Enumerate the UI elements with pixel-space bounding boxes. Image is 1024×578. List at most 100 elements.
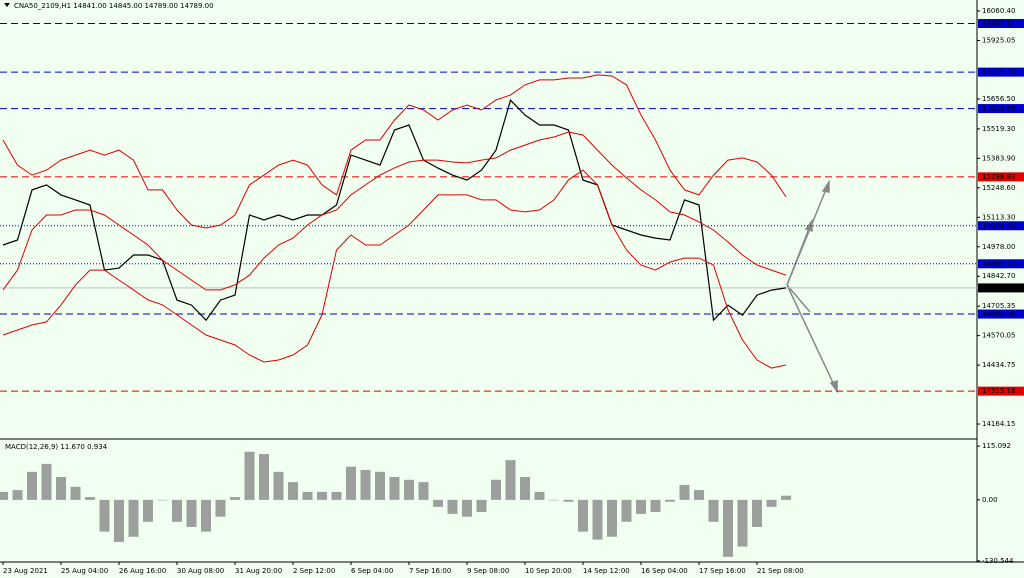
macd-bar [708, 499, 719, 522]
macd-bar [679, 484, 690, 500]
macd-bar [476, 499, 487, 513]
macd-bar [766, 499, 777, 507]
y-tick-label: 14842.70 [982, 272, 1015, 280]
bollinger-band [2, 131, 787, 291]
macd-bar [288, 482, 298, 500]
level-tag [978, 18, 1024, 28]
x-tick-label: 10 Sep 20:00 [525, 567, 572, 575]
macd-bar [0, 491, 8, 500]
x-tick-label: 30 Aug 08:00 [177, 567, 224, 575]
level-tag [978, 67, 1024, 77]
macd-bar [636, 499, 646, 514]
macd-y-tick-label: 0.00 [982, 496, 998, 504]
macd-bar [389, 476, 400, 500]
bollinger-band [2, 74, 787, 229]
level-tag [978, 221, 1024, 231]
macd-bar [215, 499, 226, 517]
x-tick-label: 6 Sep 04:00 [351, 567, 393, 575]
y-tick-label: 15383.90 [982, 154, 1015, 162]
macd-bar [128, 499, 139, 537]
level-label: 16003.11 [982, 19, 1015, 27]
macd-y-tick-label: -130.544 [982, 557, 1014, 565]
x-tick-label: 25 Aug 04:00 [61, 567, 108, 575]
price-line [2, 99, 787, 322]
macd-bar [302, 491, 313, 500]
macd-bar [317, 491, 327, 500]
macd-bar [694, 490, 704, 500]
macd-bar [592, 499, 603, 540]
macd-bar [505, 460, 516, 500]
level-label: 15074.50 [982, 222, 1015, 230]
x-tick-label: 7 Sep 16:00 [409, 567, 451, 575]
level-tag [978, 259, 1024, 269]
macd-bar [433, 499, 443, 507]
x-tick-label: 16 Sep 04:00 [641, 567, 688, 575]
macd-bar [186, 499, 197, 527]
macd-title: MACD(12,26,9) 11.670 0.934 [5, 443, 108, 451]
chart-title: CNA50_2109,H1 14841.00 14845.00 14789.00… [14, 2, 214, 10]
macd-bar [143, 499, 153, 522]
y-tick-label: 15656.50 [982, 95, 1015, 103]
macd-bar [331, 491, 342, 500]
projection-arrows [786, 179, 838, 394]
macd-bar [273, 471, 284, 500]
macd-bar [375, 471, 385, 500]
y-tick-label: 14434.75 [982, 361, 1015, 369]
macd-bar [520, 476, 530, 500]
y-tick-label: 14978.00 [982, 243, 1015, 251]
x-tick-label: 14 Sep 12:00 [583, 567, 630, 575]
x-tick-label: 31 Aug 20:00 [235, 567, 282, 575]
current-price-label: 14789.00 [982, 284, 1015, 292]
y-tick-label: 15519.30 [982, 125, 1015, 133]
macd-bar [549, 499, 559, 501]
level-label: 15612.49 [982, 105, 1015, 113]
current-price-tag [978, 283, 1024, 293]
macd-bar [534, 491, 545, 500]
level-tag [978, 172, 1024, 182]
macd-bar [56, 476, 66, 500]
bollinger-band [2, 169, 787, 369]
macd-bar [418, 482, 429, 500]
macd-bar [737, 499, 748, 547]
x-tick-label: 2 Sep 12:00 [293, 567, 335, 575]
macd-bar [723, 499, 733, 557]
level-label: 15298.93 [982, 173, 1015, 181]
macd-bar [360, 469, 371, 500]
y-tick-label: 14164.15 [982, 420, 1015, 428]
macd-bar [404, 479, 414, 500]
macd-bar [491, 479, 501, 500]
macd-bar [244, 451, 255, 500]
macd-bar [157, 499, 168, 501]
y-tick-label: 15925.05 [982, 37, 1015, 45]
level-tag [978, 386, 1024, 396]
macd-bar [346, 466, 356, 500]
level-label: 14669.06 [982, 310, 1016, 318]
x-tick-label: 23 Aug 2021 [3, 567, 48, 575]
macd-bar [578, 499, 588, 532]
macd-bar [462, 499, 472, 517]
level-label: 14899.79 [982, 260, 1015, 268]
macd-bar [621, 499, 632, 522]
x-tick-label: 21 Sep 08:00 [757, 567, 804, 575]
y-tick-label: 14705.35 [982, 302, 1015, 310]
macd-bar [201, 499, 211, 532]
menu-icon [4, 3, 10, 7]
y-tick-label: 15113.30 [982, 213, 1015, 221]
macd-bar [230, 497, 240, 500]
macd-bar [99, 499, 110, 532]
y-tick-label: 14570.05 [982, 332, 1015, 340]
y-tick-label: 15248.60 [982, 184, 1015, 192]
macd-bar [563, 499, 574, 502]
macd-bar [172, 499, 182, 522]
macd-bar [70, 486, 81, 500]
macd-bar [607, 499, 617, 537]
x-tick-label: 9 Sep 08:00 [467, 567, 509, 575]
macd-bar [781, 495, 791, 500]
macd-bar [447, 499, 458, 514]
level-label: 14315.18 [982, 387, 1015, 395]
macd-y-tick-label: 115.092 [982, 442, 1011, 450]
x-tick-label: 17 Sep 16:00 [699, 567, 746, 575]
macd-bar [259, 454, 269, 500]
macd-bar [650, 499, 661, 513]
